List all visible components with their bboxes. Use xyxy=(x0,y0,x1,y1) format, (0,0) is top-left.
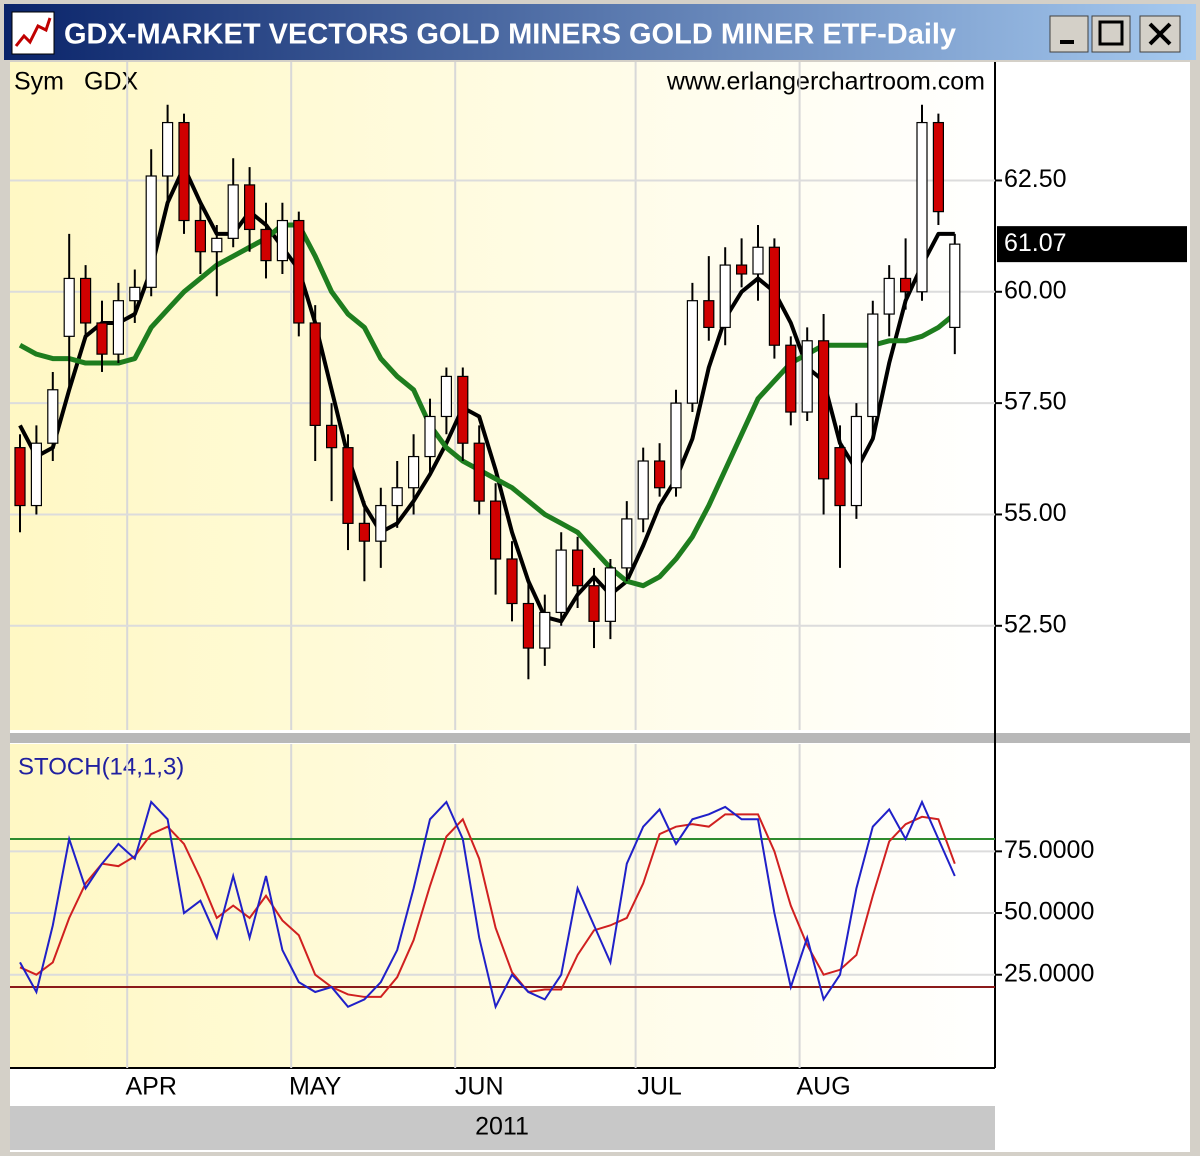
window-title: GDX-MARKET VECTORS GOLD MINERS GOLD MINE… xyxy=(64,19,956,51)
candle-body xyxy=(260,228,272,262)
candle-body xyxy=(539,611,551,649)
candle-body xyxy=(490,500,502,560)
y-tick-label: 52.50 xyxy=(1004,610,1067,638)
title-bar xyxy=(4,4,1196,60)
candle-body xyxy=(391,487,403,507)
candle-body xyxy=(194,219,206,253)
candle-body xyxy=(506,558,518,605)
candle-body xyxy=(752,246,764,275)
candle-body xyxy=(96,322,108,355)
minimize-button[interactable] xyxy=(1049,15,1089,53)
panel-separator xyxy=(10,733,1190,743)
stoch-line xyxy=(19,813,956,998)
candle-body xyxy=(883,277,895,315)
candle-body xyxy=(408,455,420,489)
y-tick-label: 75.0000 xyxy=(1004,836,1094,864)
candle-body xyxy=(473,442,485,502)
candle-body xyxy=(178,121,190,222)
candle-body xyxy=(424,415,436,458)
candle-body xyxy=(588,585,600,622)
stoch-line xyxy=(19,799,956,1010)
maximize-button[interactable] xyxy=(1091,15,1131,53)
app-icon xyxy=(11,11,55,55)
y-tick-label: 55.00 xyxy=(1004,499,1067,527)
candle-body xyxy=(867,313,879,418)
candle-body xyxy=(703,300,715,329)
candle-body xyxy=(145,175,157,288)
candle-body xyxy=(899,277,912,293)
candle-body xyxy=(801,340,813,413)
candle-body xyxy=(63,277,75,337)
x-tick-label: JUL xyxy=(637,1073,682,1101)
candle-body xyxy=(686,300,699,404)
moving-average-line xyxy=(18,222,957,589)
close-button[interactable] xyxy=(1139,15,1181,53)
candle-body xyxy=(244,184,256,231)
last-price-box xyxy=(997,226,1187,263)
candle-body xyxy=(342,447,354,524)
stoch-panel xyxy=(10,744,995,1068)
candle-body xyxy=(785,344,797,413)
candle-body xyxy=(522,602,535,649)
year-bar xyxy=(10,1106,995,1150)
candle-body xyxy=(949,243,961,329)
y-tick-label: 62.50 xyxy=(1004,165,1067,193)
sym-label: Sym xyxy=(14,68,64,96)
candle-body xyxy=(719,264,731,329)
price-panel xyxy=(10,62,995,730)
candle-body xyxy=(653,460,666,489)
candle-body xyxy=(326,424,338,449)
watermark: www.erlangerchartroom.com xyxy=(666,68,985,96)
candle-body xyxy=(637,460,649,520)
candle-body xyxy=(375,504,387,542)
candle-body xyxy=(309,322,321,426)
candle-body xyxy=(129,286,141,302)
candle-body xyxy=(621,518,633,569)
candle-body xyxy=(604,567,617,622)
candle-body xyxy=(227,184,239,239)
candle-body xyxy=(112,300,125,355)
candle-body xyxy=(932,121,945,213)
candle-body xyxy=(916,121,928,293)
stoch-title: STOCH(14,1,3) xyxy=(18,753,184,780)
x-tick-label: AUG xyxy=(797,1073,851,1101)
candle-body xyxy=(571,549,584,587)
candle-body xyxy=(555,549,567,614)
candle-body xyxy=(457,375,469,444)
last-price-label: 61.07 xyxy=(1004,229,1067,257)
candle-body xyxy=(440,375,452,418)
candle-body xyxy=(817,340,830,480)
candle-body xyxy=(14,447,26,507)
x-tick-label: APR xyxy=(125,1073,176,1101)
candle-body xyxy=(293,219,305,324)
x-tick-label: MAY xyxy=(289,1073,342,1101)
y-tick-label: 50.0000 xyxy=(1004,898,1094,926)
candle-body xyxy=(47,389,59,444)
year-label: 2011 xyxy=(475,1113,529,1141)
candle-body xyxy=(162,121,174,177)
candle-body xyxy=(358,522,370,542)
candle-body xyxy=(670,402,682,489)
symbol: GDX xyxy=(84,68,139,96)
candle-body xyxy=(211,237,223,253)
candle-body xyxy=(30,442,42,507)
y-tick-label: 25.0000 xyxy=(1004,959,1094,987)
candle-body xyxy=(276,219,288,262)
candle-body xyxy=(735,264,748,275)
y-tick-label: 60.00 xyxy=(1004,276,1067,304)
candle-body xyxy=(834,447,846,507)
candle-body xyxy=(850,415,863,507)
y-tick-label: 57.50 xyxy=(1004,388,1067,416)
moving-average-line xyxy=(18,165,955,624)
candle-body xyxy=(768,246,781,346)
candle-body xyxy=(79,277,92,324)
x-tick-label: JUN xyxy=(455,1073,504,1101)
